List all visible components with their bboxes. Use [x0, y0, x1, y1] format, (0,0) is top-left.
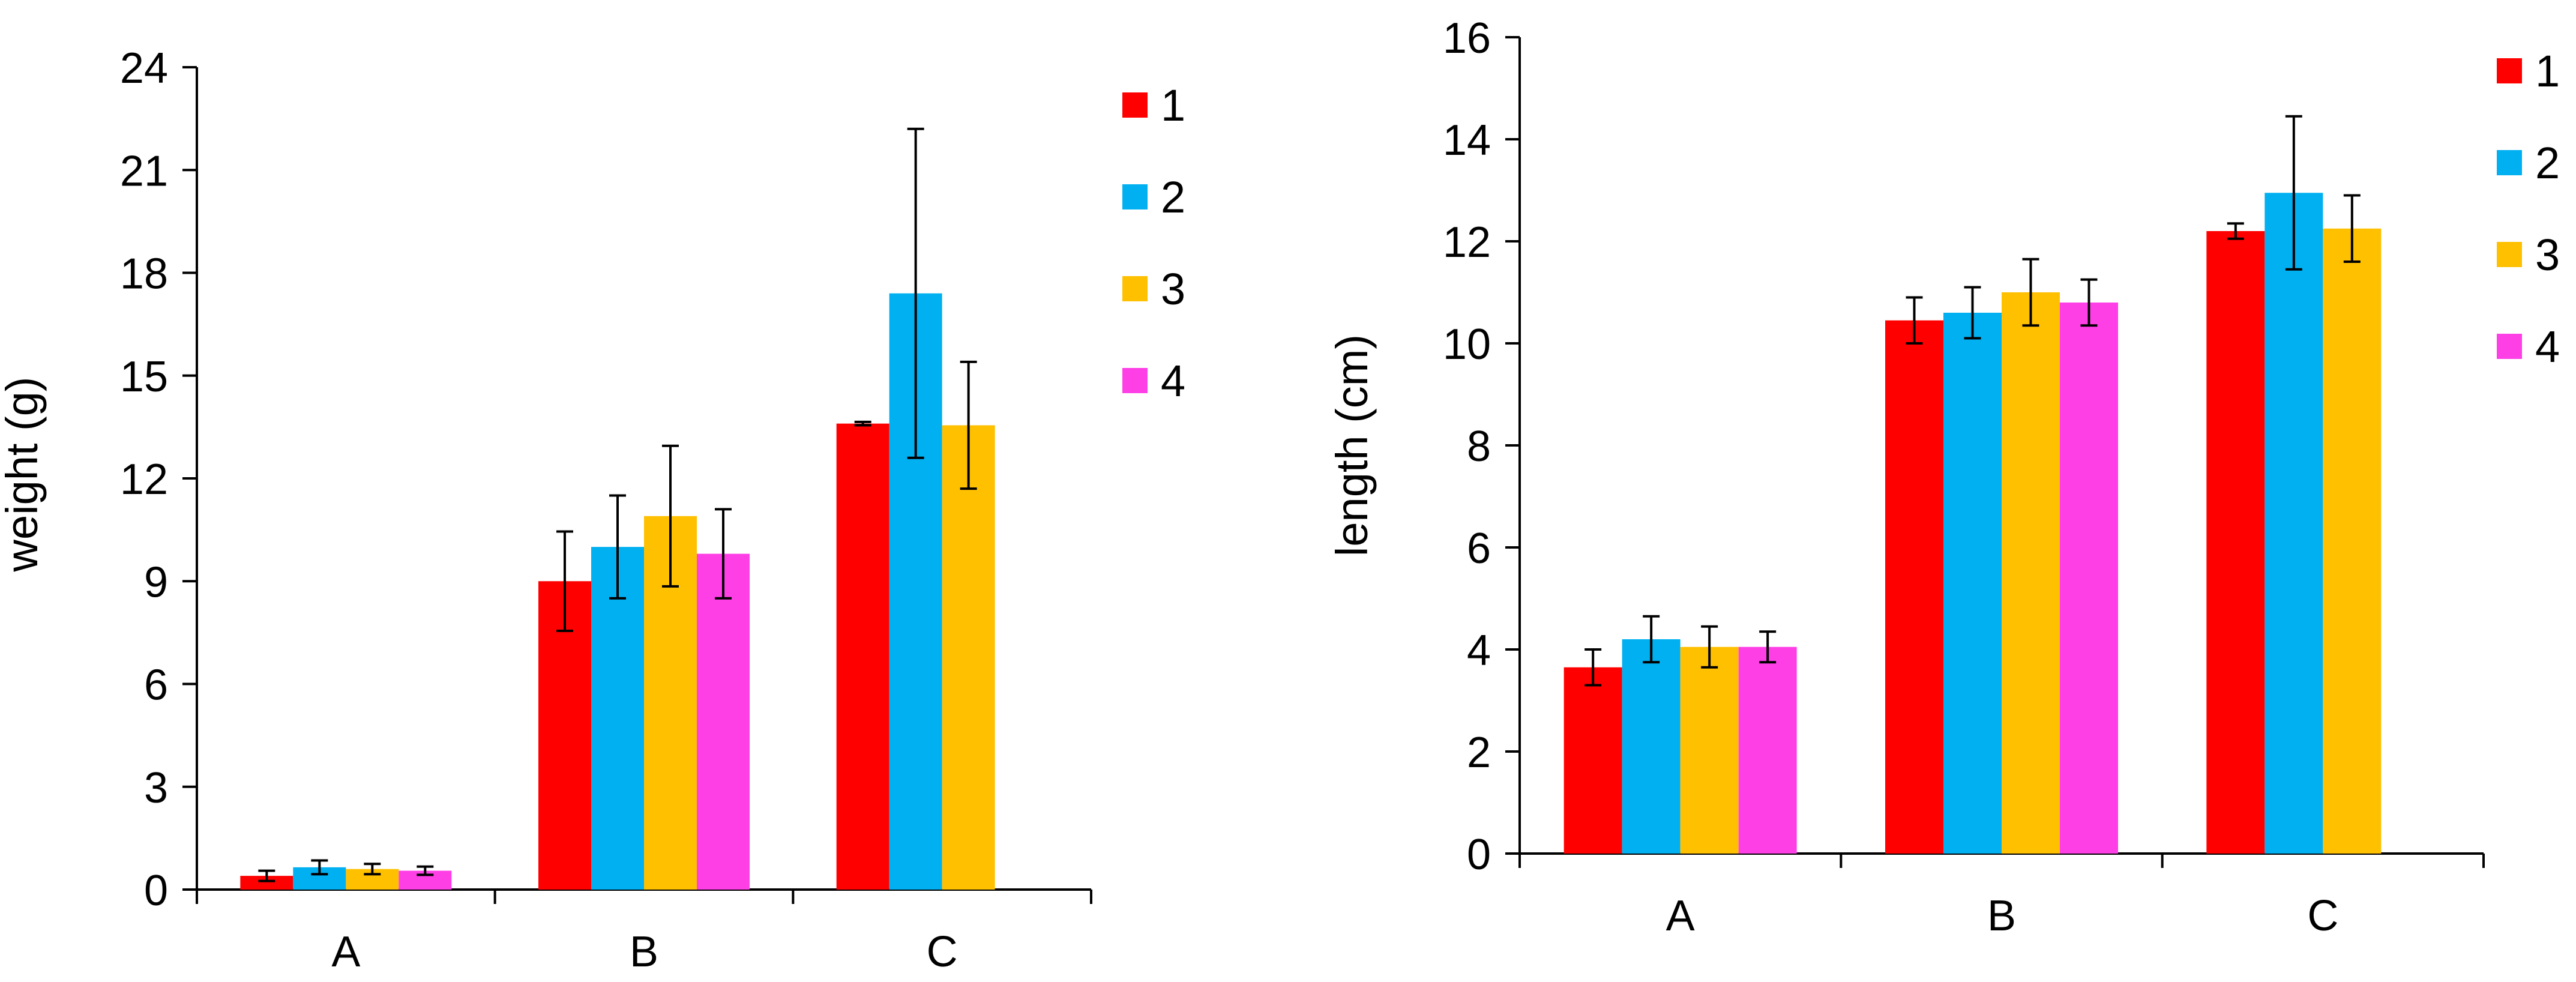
y-tick-label: 0	[144, 867, 168, 915]
error-bar-c-series-2	[2285, 115, 2302, 271]
y-tick-label: 21	[120, 147, 168, 195]
y-tick-label: 4	[1467, 627, 1491, 675]
y-tick-label: 15	[120, 353, 168, 401]
bar-b-series-4	[697, 553, 750, 890]
error-bar-c-series-3	[2343, 194, 2361, 263]
legend-label-3: 3	[2535, 230, 2560, 280]
y-axis-title: length (cm)	[1327, 334, 1377, 556]
y-tick-label: 0	[1467, 831, 1491, 879]
bar-a-series-4	[1738, 646, 1797, 854]
legend-label-4: 4	[1161, 356, 1185, 406]
bar-c-series-2	[2265, 193, 2323, 854]
y-tick-label: 10	[1443, 321, 1491, 369]
legend-swatch-3	[1122, 276, 1148, 301]
y-tick-label: 12	[120, 456, 168, 504]
legend-label-1: 1	[1161, 80, 1185, 130]
legend-swatch-2	[1122, 184, 1148, 209]
error-bar-b-series-4	[715, 508, 732, 600]
error-bar-b-series-1	[1906, 296, 1923, 345]
y-tick-label: 24	[120, 44, 168, 92]
y-tick-label: 16	[1443, 14, 1491, 62]
bar-c-series-3	[2323, 228, 2382, 854]
y-tick-label: 14	[1443, 116, 1491, 164]
x-tick-label-b: B	[1987, 892, 2016, 940]
x-tick-label-a: A	[331, 928, 360, 976]
error-bar-c-series-2	[907, 127, 924, 459]
legend-label-3: 3	[1161, 264, 1185, 314]
legend: 1 2 3 4	[1122, 80, 1185, 406]
x-tick-label-c: C	[927, 928, 958, 976]
error-bar-c-series-3	[960, 360, 977, 490]
error-bar-b-series-1	[556, 530, 573, 633]
error-bar-a-series-4	[1759, 630, 1777, 664]
error-bar-a-series-2	[311, 859, 328, 876]
bar-b-series-3	[2002, 292, 2060, 854]
legend-swatch-3	[2497, 242, 2522, 267]
legend: 1 2 3 4	[2497, 46, 2560, 372]
error-bar-a-series-1	[258, 869, 275, 882]
legend-label-2: 2	[1161, 172, 1185, 222]
legend-swatch-1	[1122, 92, 1148, 118]
error-bar-a-series-2	[1643, 615, 1660, 664]
y-tick-label: 3	[144, 764, 168, 812]
x-tick-label-c: C	[2307, 892, 2338, 940]
x-tick-label-b: B	[630, 928, 658, 976]
y-axis-title: weight (g)	[0, 377, 47, 573]
error-bar-c-series-1	[854, 420, 871, 427]
bar-b-series-2	[1943, 313, 2002, 854]
legend-label-1: 1	[2535, 46, 2560, 96]
y-tick-label: 2	[1467, 729, 1491, 777]
error-bar-b-series-3	[662, 444, 679, 588]
error-bar-b-series-4	[2080, 278, 2098, 327]
bar-c-series-1	[836, 423, 889, 890]
bar-c-series-3	[942, 425, 995, 890]
bar-b-series-1	[538, 581, 591, 890]
x-tick-label-a: A	[1666, 892, 1695, 940]
y-tick-label: 8	[1467, 423, 1491, 471]
legend-swatch-2	[2497, 150, 2522, 175]
bar-a-series-2	[1622, 639, 1681, 854]
y-tick-label: 6	[144, 661, 168, 709]
error-bar-b-series-3	[2022, 258, 2039, 327]
legend-swatch-4	[2497, 334, 2522, 359]
error-bar-c-series-1	[2227, 222, 2244, 240]
legend-label-4: 4	[2535, 322, 2560, 372]
legend-swatch-4	[1122, 368, 1148, 393]
y-tick-label: 6	[1467, 525, 1491, 573]
bar-b-series-2	[591, 547, 644, 890]
bar-a-series-1	[1563, 667, 1622, 854]
bar-c-series-1	[2206, 231, 2265, 854]
legend-label-2: 2	[2535, 138, 2560, 188]
y-tick-label: 9	[144, 558, 168, 606]
legend-swatch-1	[2497, 58, 2522, 83]
bar-b-series-1	[1885, 320, 1943, 854]
error-bar-b-series-2	[609, 494, 626, 600]
bar-a-series-1	[240, 876, 293, 890]
error-bar-b-series-2	[1964, 286, 1981, 340]
error-bar-a-series-4	[417, 865, 434, 876]
y-tick-label: 12	[1443, 218, 1491, 267]
y-tick-label: 18	[120, 250, 168, 298]
error-bar-a-series-1	[1584, 648, 1602, 687]
error-bar-a-series-3	[1701, 625, 1718, 669]
bar-b-series-4	[2060, 303, 2118, 854]
bar-a-series-3	[1680, 646, 1739, 854]
error-bar-a-series-3	[364, 863, 381, 876]
